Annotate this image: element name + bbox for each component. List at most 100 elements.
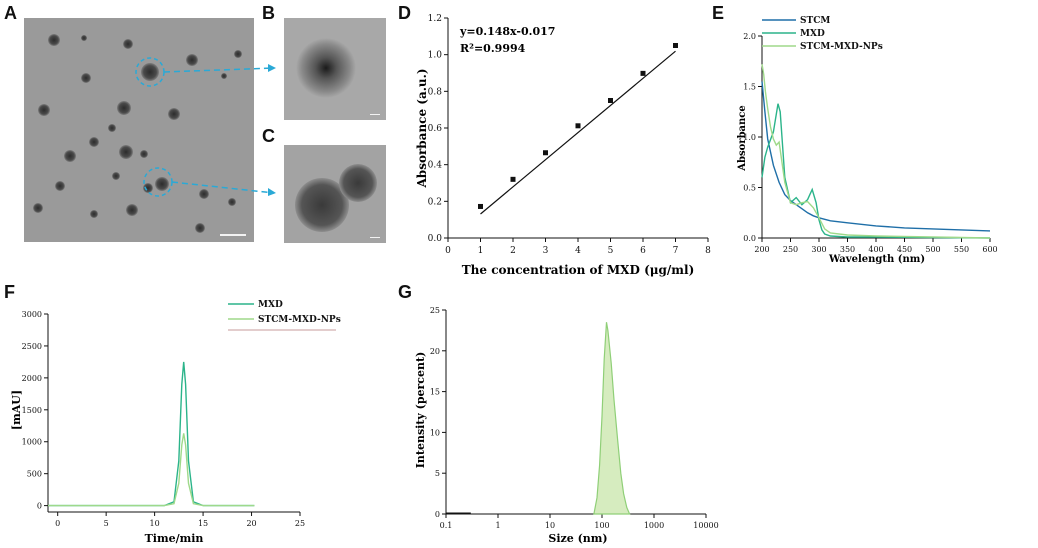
f-x-tick-label: 10 [150,519,160,528]
d-point [478,203,483,209]
f-legend-label: MXD [258,300,283,310]
tem-particle [33,203,43,213]
tem-image-b [284,18,386,120]
e-x-tick-label: 500 [925,245,940,254]
d-r2-annotation: R²=0.9994 [460,42,526,55]
panel-label-c: C [262,126,275,146]
f-y-tick-label: 2500 [22,342,42,351]
tem-particle [112,172,120,180]
e-y-tick-label: 0.5 [743,184,756,193]
g-y-tick-label: 25 [430,306,440,315]
tem-particle-c2 [339,164,377,202]
tem-particle-c1 [295,178,349,232]
d-y-tick-label: 0.2 [428,197,442,207]
d-point [608,98,613,103]
tem-particle [89,137,99,147]
e-x-tick-label: 250 [783,245,798,254]
tem-particle [123,39,133,49]
tem-particle [117,101,131,115]
g-y-tick-label: 0 [435,510,440,519]
tem-particle [155,177,169,191]
e-y-tick-label: 1.5 [743,83,756,92]
d-x-tick-label: 6 [640,246,646,256]
g-x-tick-label: 100 [594,521,609,530]
scale-bar-a [220,234,246,236]
tem-particle [186,54,198,66]
f-legend-label: STCM-MXD-NPs [258,315,341,325]
tem-particle [168,108,180,120]
d-eq-annotation: y=0.148x-0.017 [459,25,555,38]
panel-label-b: B [262,3,275,23]
d-y-tick-label: 0.8 [428,87,443,97]
tem-particle [228,198,236,206]
e-x-tick-label: 350 [840,245,855,254]
tem-particle [140,150,148,158]
d-ylabel: Absorbance (a.u.) [415,68,429,188]
e-x-tick-label: 400 [868,245,883,254]
g-xlabel: Size (nm) [548,532,607,545]
f-y-tick-label: 2000 [22,374,42,383]
d-y-tick-label: 0.6 [428,124,443,134]
e-x-tick-label: 300 [811,245,826,254]
e-ylabel: Absorbance [737,105,748,172]
d-xlabel: The concentration of MXD (μg/ml) [462,263,695,277]
e-y-tick-label: 2.0 [743,32,756,41]
d-x-tick-label: 5 [608,246,614,256]
d-point [640,70,646,76]
e-y-tick-label: 1.0 [743,133,756,142]
panel-label-g: G [398,282,413,302]
tem-image-c [284,145,386,243]
d-y-tick-label: 0.0 [428,234,443,244]
d-x-tick-label: 7 [673,246,679,256]
d-y-tick-label: 1.2 [428,14,442,24]
e-series-0-line [761,81,991,232]
d-x-tick-label: 0 [445,246,451,256]
d-point [575,123,581,129]
tem-particle [81,73,91,83]
g-x-tick-label: 10000 [693,521,718,530]
g-y-tick-label: 5 [435,469,440,478]
e-x-tick-label: 450 [897,245,912,254]
tem-particle [81,35,87,41]
tem-particle [221,73,227,79]
f-xlabel: Time/min [145,532,204,545]
e-y-tick-label: 0.0 [743,234,756,243]
f-x-tick-label: 0 [55,519,60,528]
f-x-tick-label: 20 [246,519,256,528]
d-point [673,43,678,48]
tem-particle [108,124,116,132]
f-x-tick-label: 5 [104,519,109,528]
e-x-tick-label: 600 [982,245,997,254]
f-ylabel: [mAU] [10,390,23,430]
panel-label-a: A [4,3,17,23]
panel-label-f: F [4,282,15,302]
g-x-tick-label: 1 [495,521,500,530]
tem-particle [195,223,205,233]
g-x-tick-label: 1000 [644,521,664,530]
tem-particle [48,34,60,46]
e-xlabel: Wavelength (nm) [828,254,925,265]
g-y-tick-label: 15 [430,388,440,397]
g-y-tick-label: 20 [430,347,440,356]
g-x-tick-label: 10 [545,521,555,530]
tem-particle [143,183,153,193]
d-y-tick-label: 1.0 [428,51,443,61]
e-series-2-line [761,64,991,239]
f-x-tick-label: 25 [295,519,305,528]
tem-particle [119,145,133,159]
f-y-tick-label: 500 [27,470,42,479]
scale-bar-b [370,114,380,115]
d-y-tick-label: 0.4 [428,161,443,171]
tem-particle [55,181,65,191]
tem-particle-b [296,38,356,98]
e-x-tick-label: 550 [954,245,969,254]
d-x-tick-label: 2 [510,246,516,256]
d-x-tick-label: 8 [705,246,711,256]
tem-particle [126,204,138,216]
d-x-tick-label: 3 [543,246,549,256]
e-legend-label: STCM-MXD-NPs [800,42,883,52]
e-x-tick-label: 200 [754,245,769,254]
